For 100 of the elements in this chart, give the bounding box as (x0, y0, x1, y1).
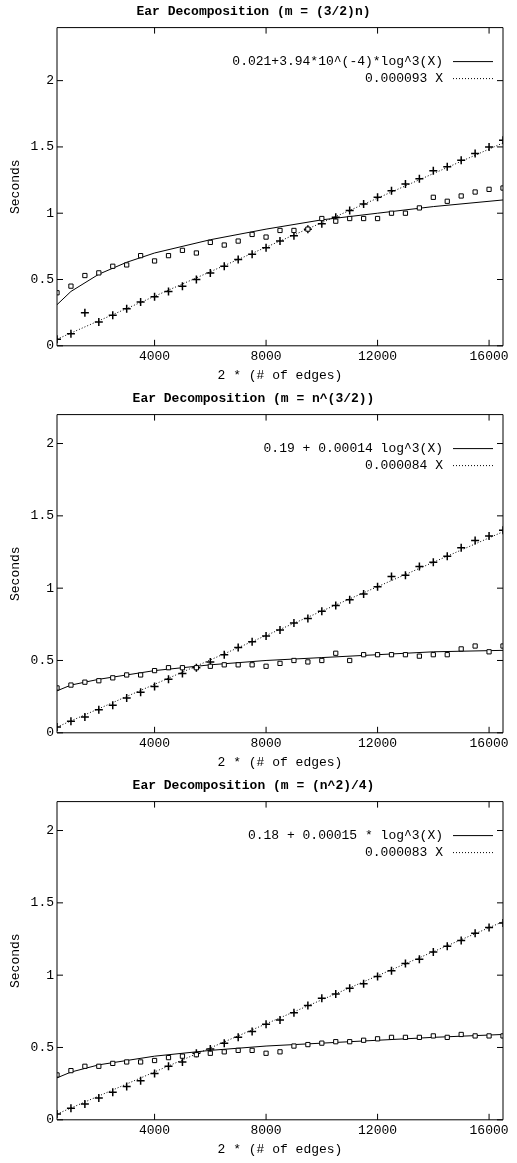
point (416, 205, 422, 211)
y-tick-label: 1 (46, 580, 55, 596)
point (442, 941, 452, 951)
point (472, 189, 478, 195)
point (344, 983, 355, 993)
point (388, 210, 395, 216)
point (347, 215, 353, 222)
x-axis-title: 2 * (# of edges) (217, 754, 343, 770)
point (289, 1008, 299, 1018)
point (319, 215, 325, 222)
point (82, 1063, 88, 1069)
point (358, 589, 369, 599)
y-tick-label: 1 (46, 967, 55, 983)
point (221, 662, 227, 668)
point (135, 297, 146, 307)
point (472, 643, 478, 649)
y-axis-title: Seconds (8, 546, 24, 601)
y-axis-title: Seconds (8, 933, 24, 988)
point (82, 679, 88, 685)
y-tick-label: 0 (46, 1112, 54, 1128)
chart-title: Ear Decomposition (m = n^(3/2)) (132, 391, 375, 407)
point (66, 1103, 76, 1113)
point (179, 1053, 186, 1059)
point (277, 660, 283, 666)
legend-label: 0.000084 X (364, 458, 444, 474)
point (247, 636, 257, 647)
point (193, 1052, 199, 1058)
point (94, 704, 104, 715)
legend-label: 0.021+3.94*10^(-4)*log^3(X) (232, 54, 443, 70)
y-tick-label: 1.5 (30, 139, 54, 155)
point (374, 652, 381, 658)
chart-title: Ear Decomposition (m = (3/2)n) (136, 4, 371, 20)
point (94, 1093, 104, 1103)
point (458, 646, 464, 652)
point (333, 650, 339, 656)
point (317, 606, 327, 617)
x-tick-label: 16000 (469, 1123, 509, 1139)
legend-label: 0.000093 X (364, 71, 444, 87)
point (416, 1034, 422, 1040)
point (247, 1026, 257, 1037)
point (333, 1039, 339, 1045)
point (486, 649, 492, 655)
point (289, 231, 299, 241)
x-tick-label: 4000 (138, 736, 171, 752)
point (333, 218, 339, 224)
point (319, 1040, 325, 1046)
point (66, 329, 76, 339)
point (305, 1041, 311, 1048)
x-tick-label: 12000 (358, 1123, 398, 1139)
legend-label: 0.000083 X (364, 845, 444, 861)
point (291, 657, 297, 664)
point (361, 1037, 367, 1043)
point (138, 253, 144, 259)
point (331, 600, 341, 611)
point (388, 1034, 395, 1040)
x-tick-label: 4000 (138, 349, 171, 365)
point (484, 922, 494, 933)
point (456, 935, 466, 946)
point (233, 1032, 243, 1043)
point (486, 186, 492, 192)
point (275, 236, 285, 246)
point (386, 966, 397, 976)
point (277, 1049, 283, 1055)
point (430, 1033, 436, 1039)
point (430, 194, 436, 200)
point (484, 531, 494, 541)
point (291, 227, 297, 234)
point (261, 631, 271, 641)
point (263, 1050, 269, 1056)
point (275, 1015, 285, 1025)
point (179, 247, 186, 253)
x-tick-label: 4000 (138, 1123, 171, 1139)
point (165, 253, 172, 259)
point (317, 219, 327, 229)
point (96, 270, 102, 276)
point (165, 1054, 172, 1061)
point (68, 283, 74, 289)
x-tick-label: 12000 (358, 736, 398, 752)
point (110, 263, 116, 269)
x-tick-label: 8000 (250, 1123, 282, 1139)
chart-title: Ear Decomposition (m = (n^2)/4) (132, 778, 375, 794)
point (66, 716, 76, 726)
point (151, 1057, 158, 1064)
point (138, 1059, 144, 1065)
point (347, 1039, 353, 1045)
point (124, 1059, 130, 1065)
point (249, 231, 255, 238)
point (68, 1068, 74, 1074)
point (484, 142, 494, 152)
point (374, 215, 381, 222)
point (165, 665, 172, 671)
point (444, 198, 450, 204)
point (235, 238, 241, 244)
point (358, 979, 369, 989)
point (374, 1036, 381, 1042)
point (277, 227, 283, 234)
point (96, 678, 102, 684)
point (444, 1034, 450, 1040)
point (151, 258, 158, 264)
point (110, 675, 116, 681)
